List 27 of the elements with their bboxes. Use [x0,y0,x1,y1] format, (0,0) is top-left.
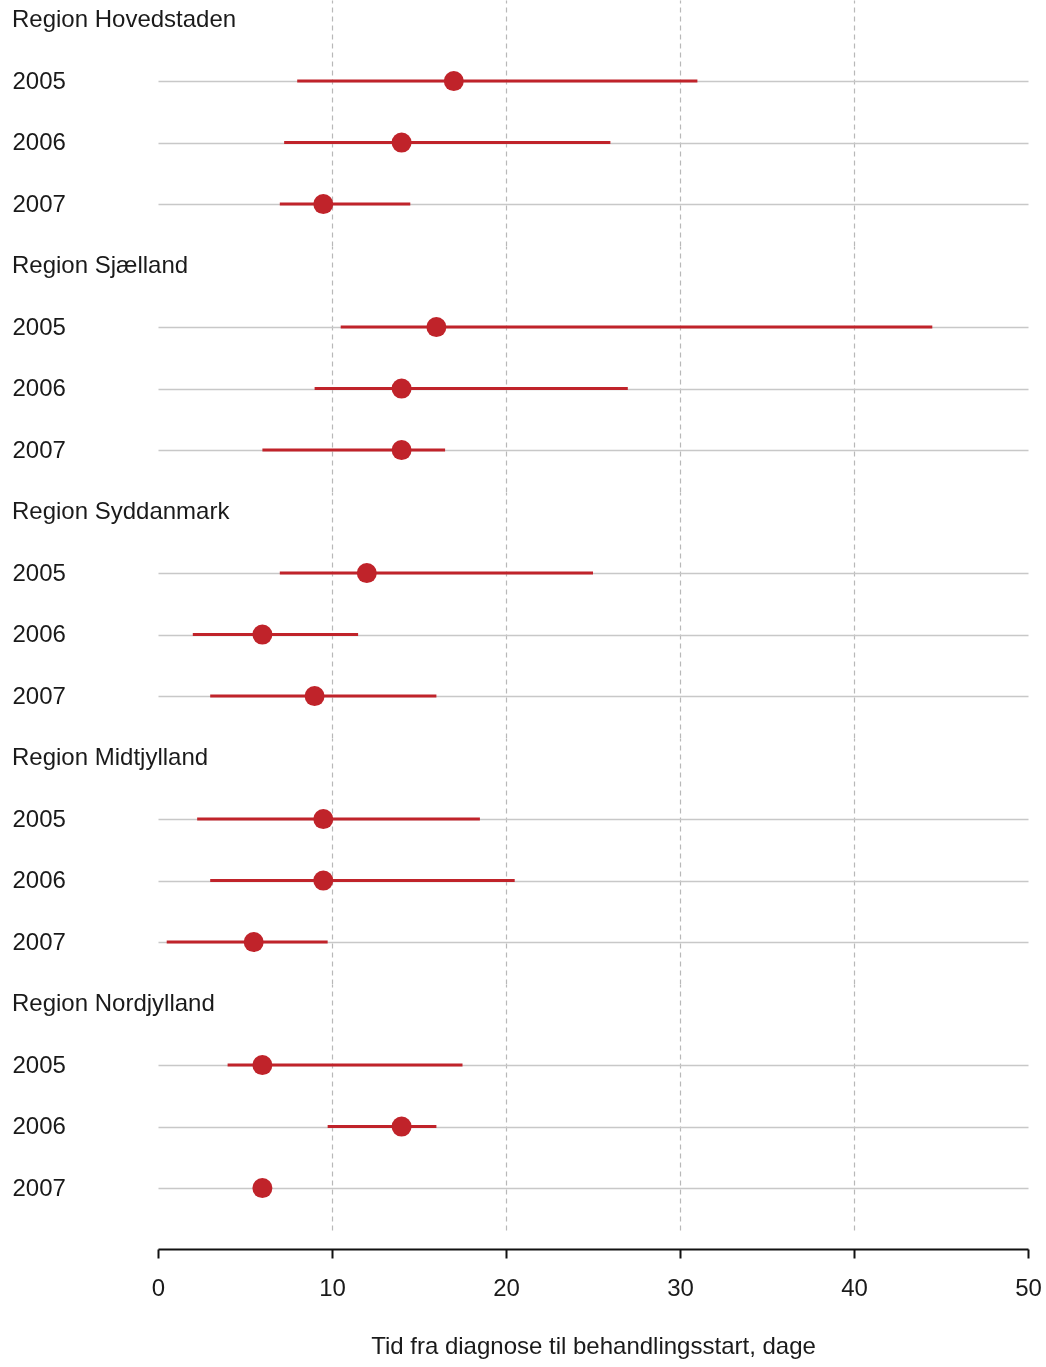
y-tick-label: 2007 [12,1173,66,1201]
chart-title: Region Hovedstaden [12,5,237,32]
x-tick-label: 10 [319,1273,346,1301]
chart-title: Region Midtjylland [12,743,209,770]
y-tick-label: 2007 [12,435,66,463]
x-axis-title: Tid fra diagnose til behandlingsstart, dage [371,1331,816,1359]
y-tick-label: 2006 [12,866,66,894]
x-tick-label: 40 [841,1273,868,1301]
x-tick-label: 30 [667,1273,694,1301]
y-tick-label: 2006 [12,128,66,156]
y-tick-label: 2005 [12,66,66,94]
y-tick-label: 2005 [12,312,66,340]
chart-title: Region Sjælland [12,251,189,278]
y-tick-label: 2005 [12,804,66,832]
y-tick-label: 2005 [12,558,66,586]
y-tick-label: 2006 [12,1112,66,1140]
y-tick-label: 2007 [12,927,66,955]
x-tick-label: 0 [151,1273,166,1301]
chart-title: Region Nordjylland [12,989,215,1016]
x-tick-label: 20 [493,1273,520,1301]
x-tick-label: 50 [1015,1273,1042,1301]
y-tick-label: 2006 [12,374,66,402]
y-tick-label: 2005 [12,1050,66,1078]
y-tick-label: 2006 [12,620,66,648]
chart-title: Region Syddanmark [12,497,231,524]
y-tick-label: 2007 [12,681,66,709]
y-tick-label: 2007 [12,189,66,217]
